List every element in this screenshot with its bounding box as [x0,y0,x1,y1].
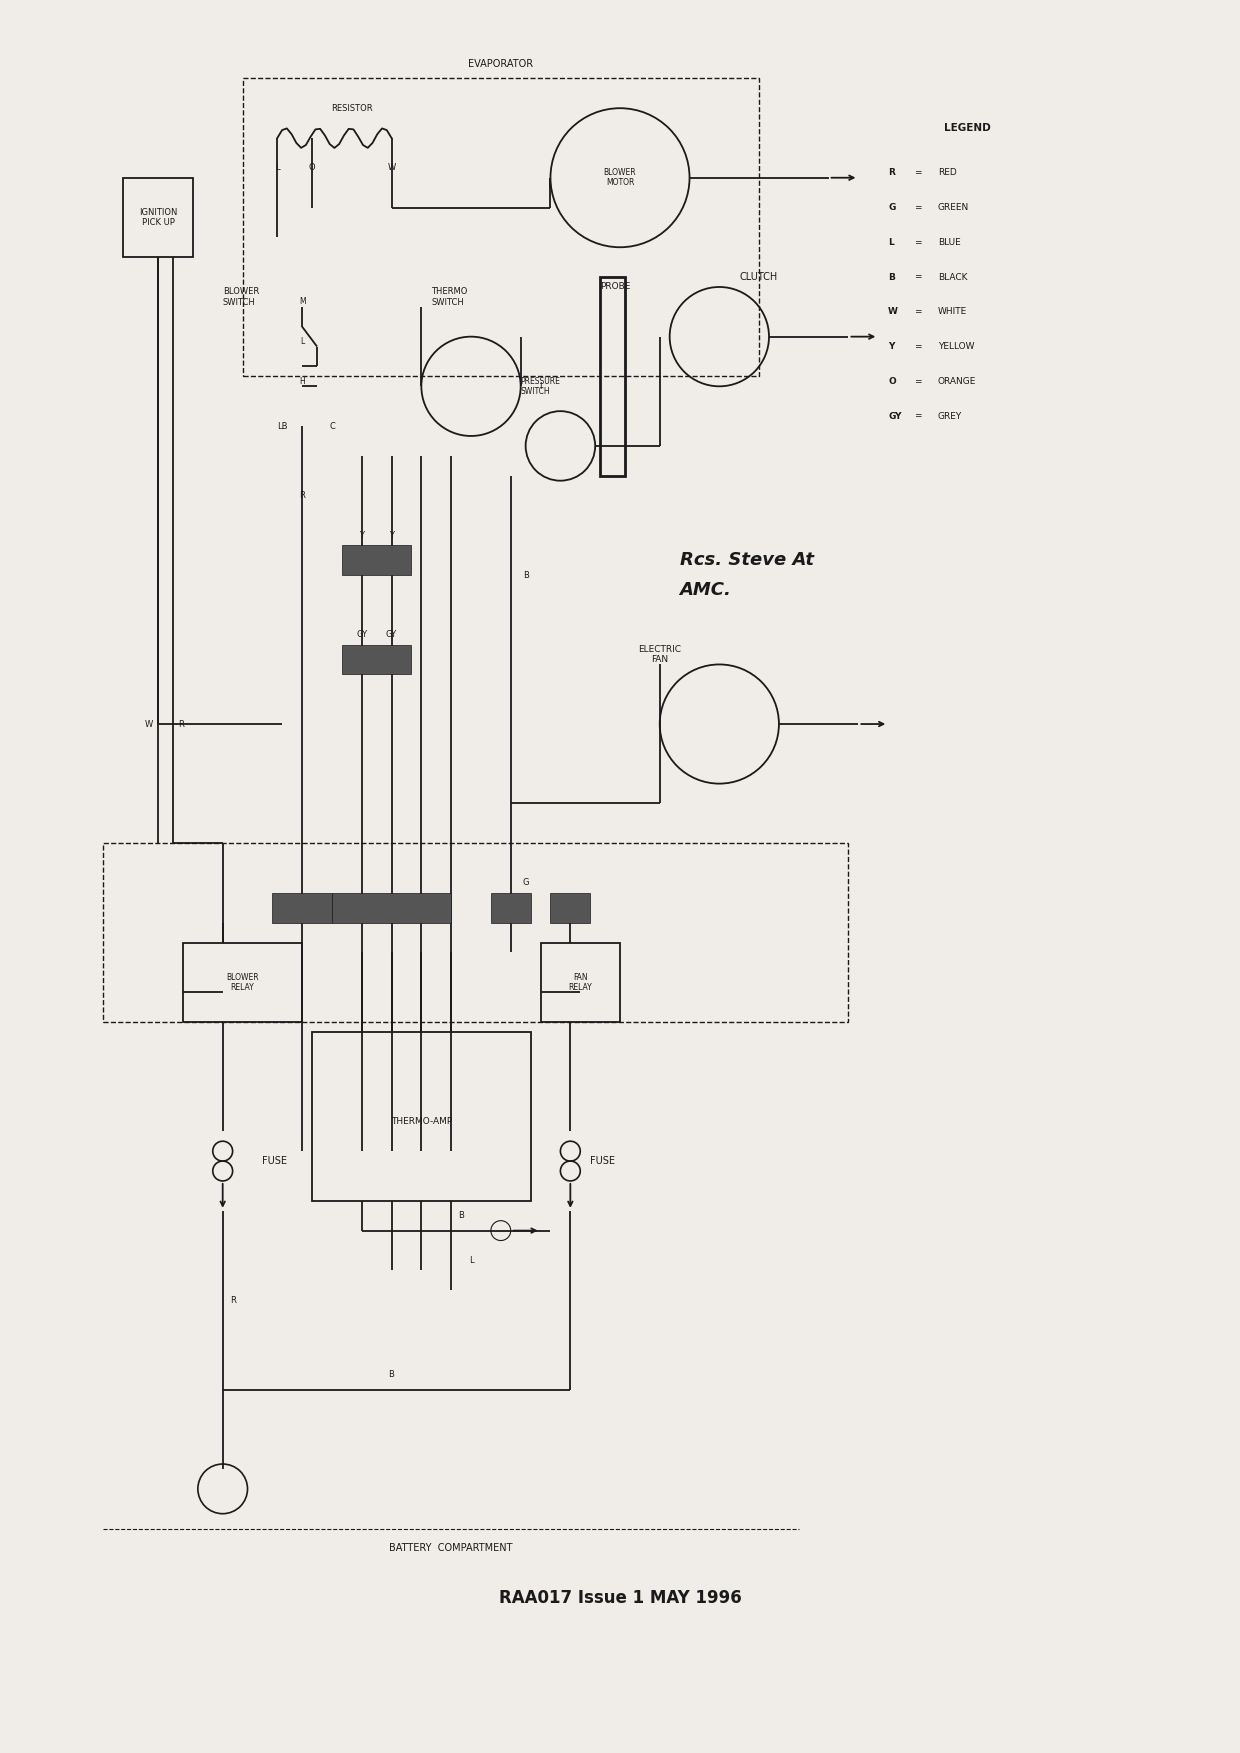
Text: =: = [914,377,921,386]
Text: EVAPORATOR: EVAPORATOR [469,58,533,68]
Text: ELECTRIC
FAN: ELECTRIC FAN [639,645,681,664]
Text: BLACK: BLACK [937,272,967,282]
Bar [600,277,625,475]
Text: FUSE: FUSE [263,1155,288,1166]
Text: BLOWER
SWITCH: BLOWER SWITCH [223,287,259,307]
Text: GREEN: GREEN [937,203,970,212]
Text: Y: Y [389,531,394,540]
Text: H: H [299,377,305,386]
Text: Rcs. Steve At
AMC.: Rcs. Steve At AMC. [680,552,813,598]
Text: L: L [888,238,894,247]
Text: =: = [914,412,921,421]
Text: B: B [388,1371,394,1380]
Text: YELLOW: YELLOW [937,342,975,351]
Text: BLOWER
MOTOR: BLOWER MOTOR [604,168,636,188]
Text: FAN
RELAY: FAN RELAY [568,973,593,992]
Text: =: = [914,342,921,351]
Bar [342,545,412,575]
Text: BLOWER
RELAY: BLOWER RELAY [226,973,259,992]
Text: ORANGE: ORANGE [937,377,976,386]
Text: PRESSURE
SWITCH: PRESSURE SWITCH [521,377,560,396]
Text: GY: GY [356,629,367,640]
Text: Y: Y [888,342,894,351]
Bar [312,1033,531,1201]
Text: O: O [888,377,897,386]
Text: =: = [914,238,921,247]
Bar [541,943,620,1022]
Bar [184,943,303,1022]
Text: W: W [387,163,396,172]
Text: THERMO
SWITCH: THERMO SWITCH [432,287,467,307]
Text: R: R [299,491,305,500]
Text: IGNITION
PICK UP: IGNITION PICK UP [139,209,177,228]
Bar [342,645,412,675]
Text: RED: RED [937,168,956,177]
Text: =: = [914,307,921,316]
Bar [123,177,193,258]
Bar [243,79,759,377]
Text: B: B [523,570,528,580]
Text: =: = [914,168,921,177]
Text: C: C [329,421,335,431]
Text: G: G [522,878,529,887]
Text: W: W [145,719,154,729]
Text: G: G [888,203,895,212]
Text: I: I [539,382,542,391]
Text: WHITE: WHITE [937,307,967,316]
Text: L: L [300,337,304,345]
Text: B: B [458,1211,464,1220]
Bar [273,892,332,922]
Text: =: = [914,272,921,282]
Text: FUSE: FUSE [590,1155,615,1166]
Text: R: R [229,1295,236,1304]
Text: =: = [914,203,921,212]
Text: BLUE: BLUE [937,238,961,247]
Text: L: L [275,163,280,172]
Text: GREY: GREY [937,412,962,421]
Text: LEGEND: LEGEND [945,123,991,133]
Text: R: R [888,168,895,177]
Text: GY: GY [386,629,397,640]
Text: BATTERY  COMPARTMENT: BATTERY COMPARTMENT [389,1543,513,1553]
Text: PROBE: PROBE [600,282,630,291]
Text: W: W [888,307,898,316]
Text: THERMO-AMP: THERMO-AMP [391,1117,451,1125]
Bar [551,892,590,922]
Text: L: L [469,1255,474,1266]
Bar [491,892,531,922]
Text: B: B [888,272,895,282]
Text: CLUTCH: CLUTCH [740,272,779,282]
Text: RAA017 Issue 1 MAY 1996: RAA017 Issue 1 MAY 1996 [498,1590,742,1608]
Text: LB: LB [277,421,288,431]
Text: O: O [309,163,315,172]
Text: Y: Y [360,531,365,540]
Text: R: R [179,719,184,729]
Bar [103,843,848,1022]
Text: M: M [299,298,305,307]
Text: GY: GY [888,412,901,421]
Text: RESISTOR: RESISTOR [331,103,373,112]
Bar [332,892,451,922]
